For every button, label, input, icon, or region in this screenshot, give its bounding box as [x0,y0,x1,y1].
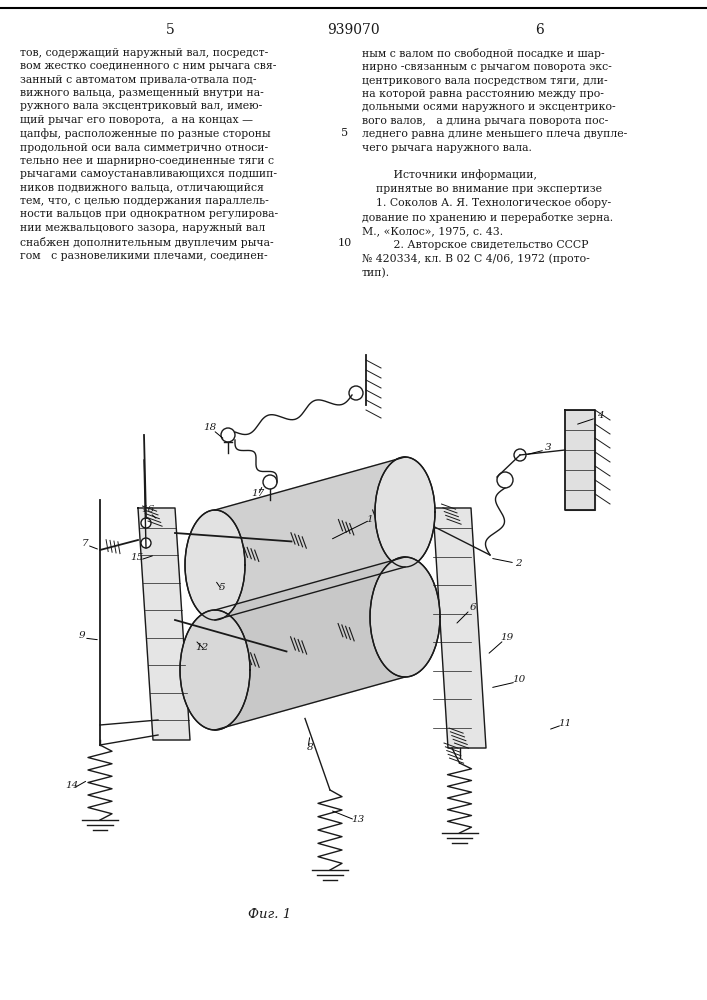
Circle shape [141,538,151,548]
Text: 12: 12 [195,644,209,652]
Text: 1: 1 [367,516,373,524]
Circle shape [221,428,235,442]
Text: 14: 14 [65,780,78,790]
Text: 15: 15 [130,554,144,562]
Ellipse shape [185,510,245,620]
Text: ным с валом по свободной посадке и шар-
нирно -связанным с рычагом поворота экс-: ным с валом по свободной посадке и шар- … [362,48,627,278]
Polygon shape [433,508,486,748]
Text: 19: 19 [501,634,513,643]
Circle shape [497,472,513,488]
Circle shape [349,386,363,400]
Text: 4: 4 [597,410,603,420]
Text: 2: 2 [515,558,521,568]
Ellipse shape [180,610,250,730]
Polygon shape [565,410,595,510]
Circle shape [141,518,151,528]
Text: 18: 18 [204,424,216,432]
Text: 10: 10 [513,676,525,684]
Text: 3: 3 [544,442,551,452]
Text: 7: 7 [82,538,88,548]
Text: 11: 11 [559,718,572,728]
Text: 10: 10 [338,238,352,248]
Text: 5: 5 [165,23,175,37]
Text: тов, содержащий наружный вал, посредст-
вом жестко соединенного с ним рычага свя: тов, содержащий наружный вал, посредст- … [20,48,278,261]
Text: 939070: 939070 [327,23,380,37]
Circle shape [263,475,277,489]
Text: 9: 9 [78,631,86,640]
Text: 6: 6 [469,603,477,612]
Text: Фиг. 1: Фиг. 1 [248,908,291,922]
Ellipse shape [370,557,440,677]
Text: 17: 17 [252,488,264,497]
Circle shape [514,449,526,461]
Text: 16: 16 [141,506,155,514]
Polygon shape [138,508,190,740]
Polygon shape [215,557,405,730]
Polygon shape [215,457,405,620]
Text: 6: 6 [536,23,544,37]
Text: 5: 5 [218,584,226,592]
Text: 8: 8 [307,744,313,752]
Text: 5: 5 [341,128,349,138]
Text: 13: 13 [351,816,365,824]
Ellipse shape [375,457,435,567]
